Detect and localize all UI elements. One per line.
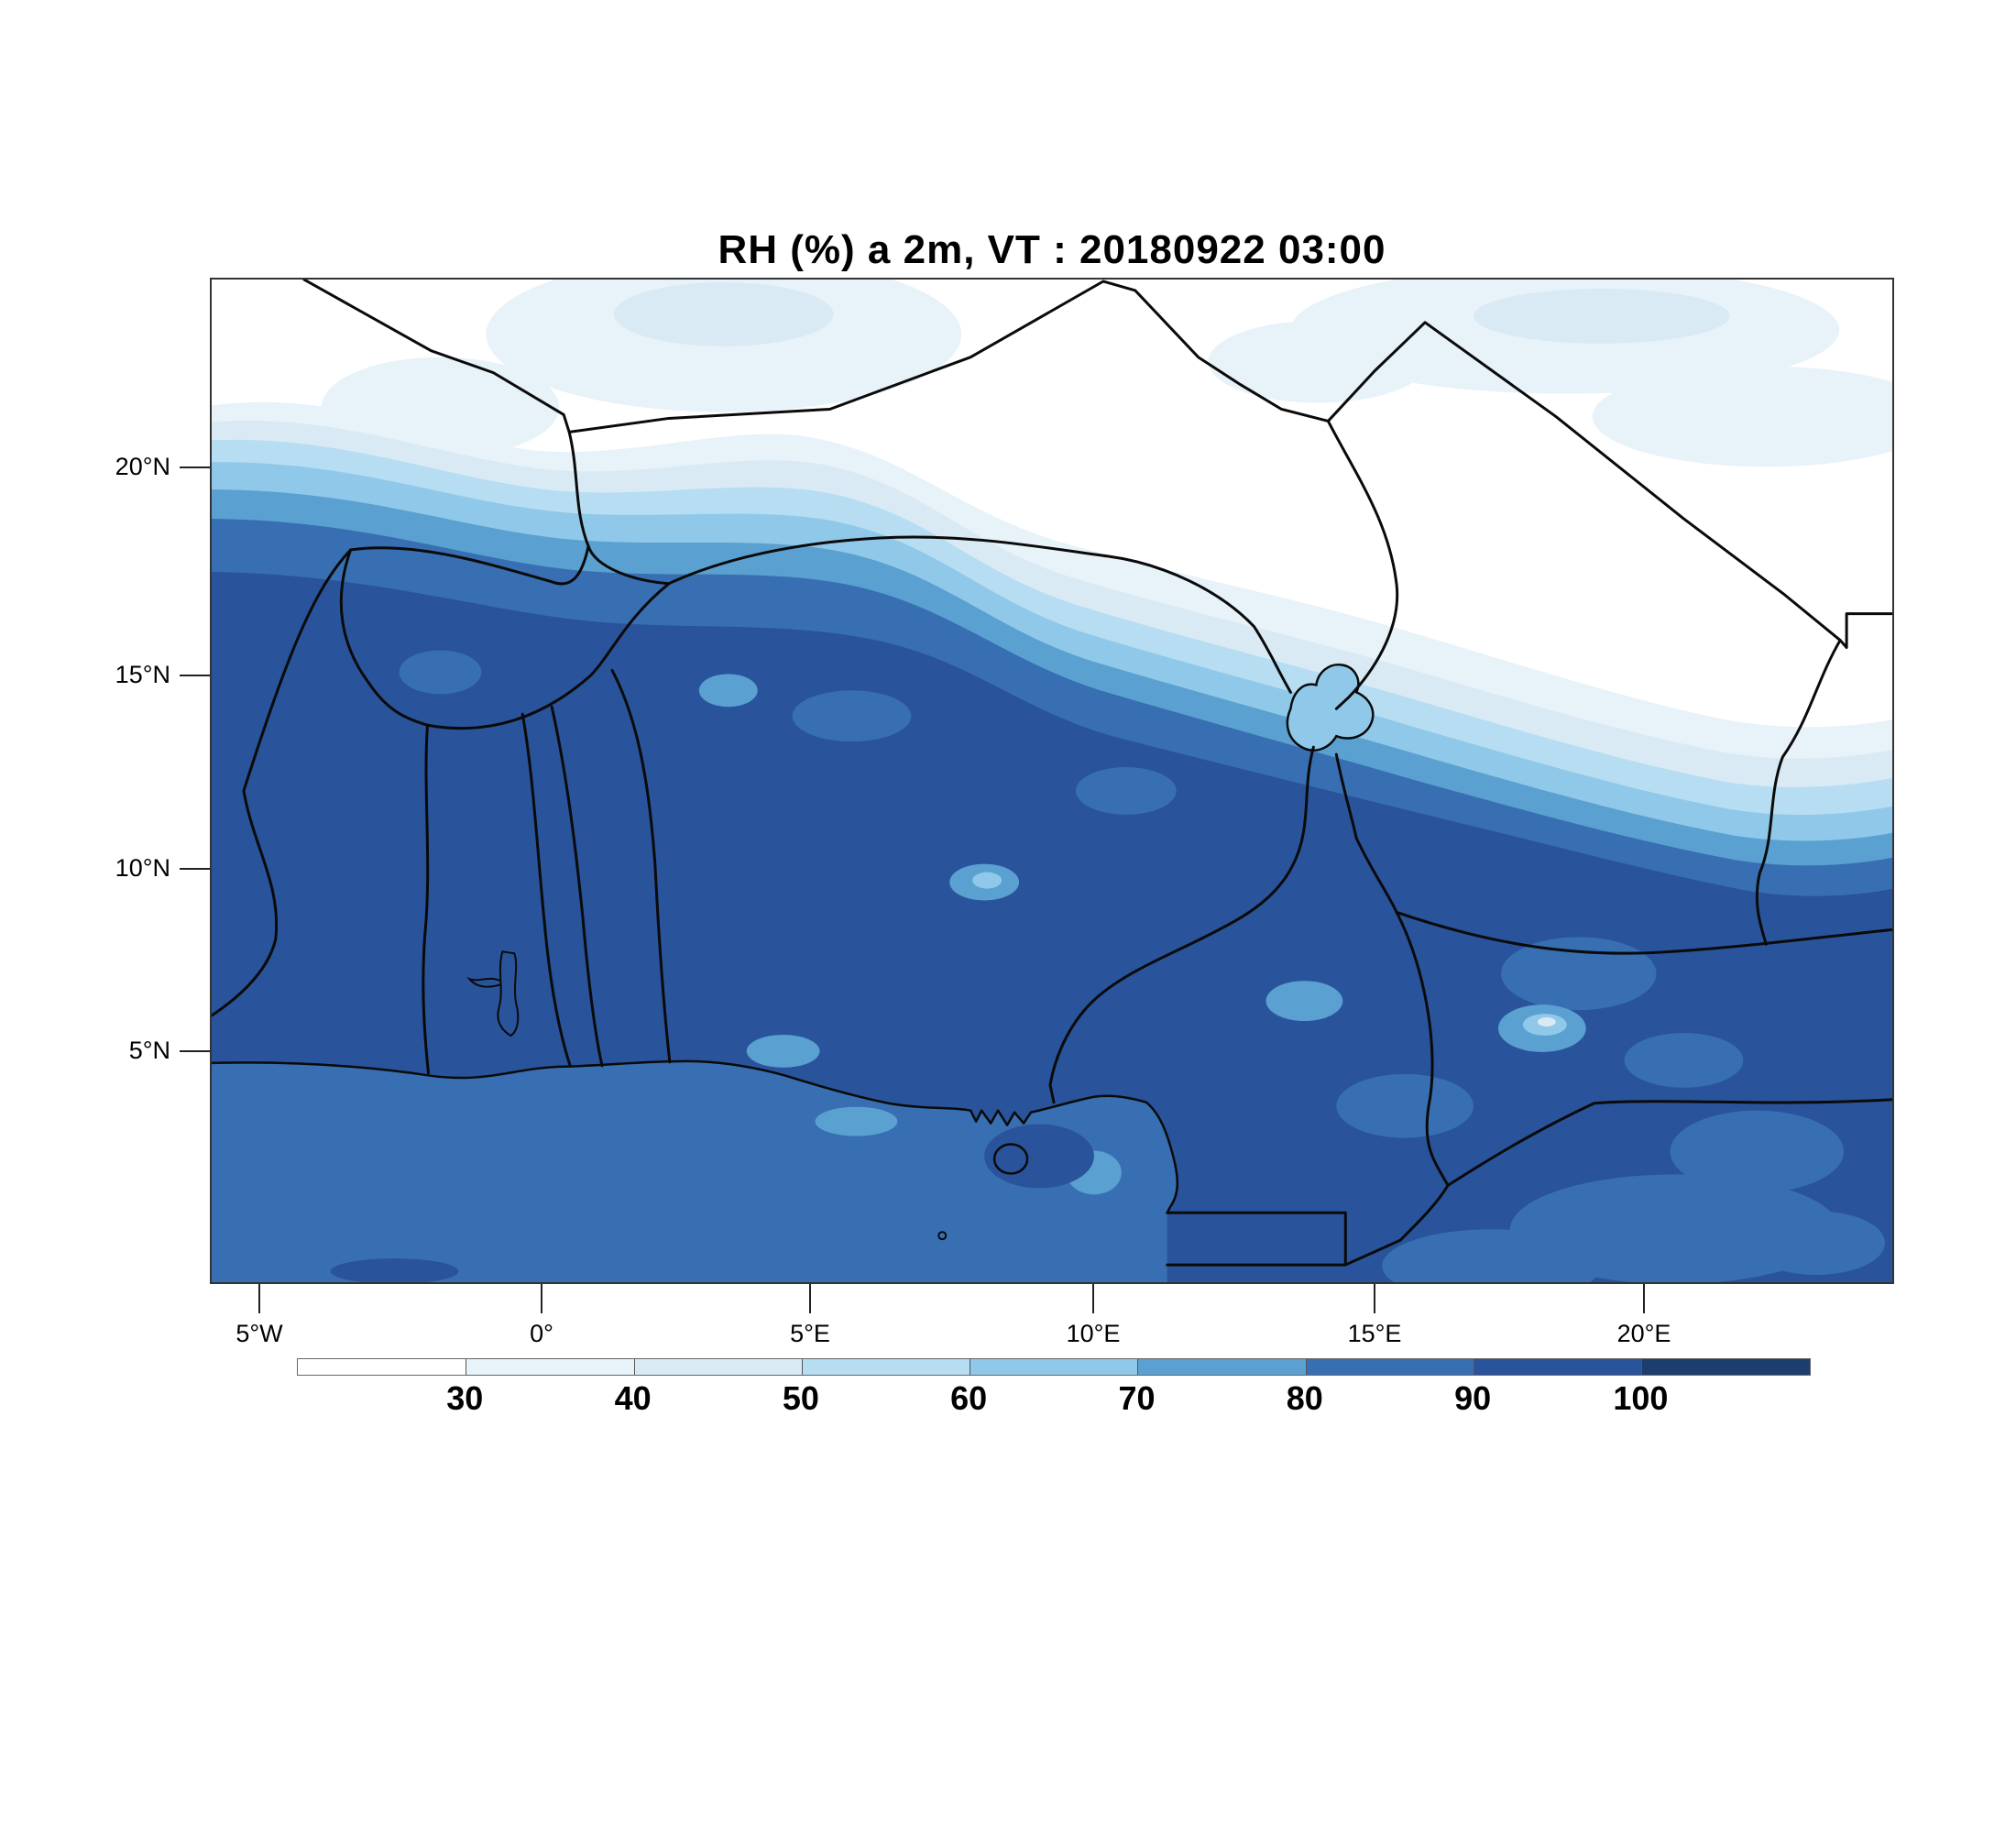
lat-tick-label: 20°N — [115, 453, 170, 480]
lake-chad — [1286, 664, 1375, 752]
border-nigeria-cameroon — [1048, 745, 1315, 1104]
border-algeria-libya — [302, 280, 1892, 650]
border-mali-sw — [212, 548, 353, 1017]
border-togo-benin — [550, 705, 604, 1068]
lat-tick — [180, 466, 210, 468]
lat-tick-label: 5°N — [128, 1037, 170, 1064]
country-borders — [212, 280, 1892, 1267]
border-benin-nigeria — [610, 668, 672, 1064]
colorbar-label: 50 — [782, 1379, 819, 1417]
lon-tick — [1643, 1284, 1645, 1313]
lon-tick-label: 0° — [530, 1320, 553, 1347]
colorbar-label: 40 — [614, 1379, 652, 1417]
colorbar-label: 30 — [446, 1379, 484, 1417]
colorbar-label: 80 — [1286, 1379, 1323, 1417]
lat-tick-label: 15°N — [115, 661, 170, 688]
colorbar-segment — [970, 1359, 1138, 1375]
lake-volta — [466, 950, 520, 1037]
border-niger-chad — [1326, 419, 1399, 710]
lat-tick — [180, 1050, 210, 1052]
field-detail-blobs — [399, 650, 1886, 1282]
small-island — [937, 1231, 948, 1241]
border-burkina-west — [339, 548, 429, 727]
colorbar — [297, 1358, 1811, 1376]
lon-tick — [809, 1284, 811, 1313]
border-burkina-south — [425, 582, 671, 730]
lon-tick — [541, 1284, 542, 1313]
map-canvas — [212, 280, 1892, 1282]
border-cameroon-car — [1334, 752, 1450, 1187]
lat-tick-label: 10°N — [115, 854, 170, 882]
colorbar-segment — [298, 1359, 466, 1375]
colorbar-label: 70 — [1118, 1379, 1156, 1417]
page-title: RH (%) a 2m, VT : 20180922 03:00 — [718, 227, 1386, 272]
lon-tick-label: 10°E — [1066, 1320, 1121, 1347]
map-frame — [210, 278, 1894, 1284]
lat-tick — [180, 675, 210, 676]
colorbar-segment — [1305, 1359, 1474, 1375]
colorbar-segment — [1137, 1359, 1306, 1375]
colorbar-segment — [466, 1359, 634, 1375]
border-ghana-togo — [520, 712, 572, 1068]
coastline — [212, 1059, 1178, 1213]
colorbar-segment — [801, 1359, 970, 1375]
border-niger-nigeria — [667, 535, 1292, 694]
colorbar-label: 60 — [950, 1379, 988, 1417]
colorbar-label: 90 — [1454, 1379, 1492, 1417]
lon-tick-label: 20°E — [1616, 1320, 1671, 1347]
colorbar-label: 100 — [1613, 1379, 1669, 1417]
lat-tick — [180, 868, 210, 870]
border-burkina-north — [349, 544, 590, 586]
ocean-region — [212, 1060, 1178, 1282]
lon-tick-label: 15°E — [1347, 1320, 1402, 1347]
border-eq-guinea-gabon — [1166, 1183, 1450, 1267]
border-chad-car — [1395, 910, 1892, 955]
border-chad-sudan — [1755, 639, 1842, 946]
colorbar-segment — [633, 1359, 802, 1375]
colorbar-segment — [1641, 1359, 1810, 1375]
bioko-island — [992, 1143, 1029, 1175]
border-car-drc — [1446, 1098, 1892, 1187]
colorbar-segment — [1474, 1359, 1642, 1375]
north-pale-patches — [321, 280, 1892, 467]
lon-tick-label: 5°E — [790, 1320, 830, 1347]
lon-tick-label: 5°W — [236, 1320, 283, 1347]
lon-tick — [1092, 1284, 1094, 1313]
lon-tick — [258, 1284, 260, 1313]
lon-tick — [1374, 1284, 1375, 1313]
border-ghana-cotedivoire — [422, 723, 430, 1075]
